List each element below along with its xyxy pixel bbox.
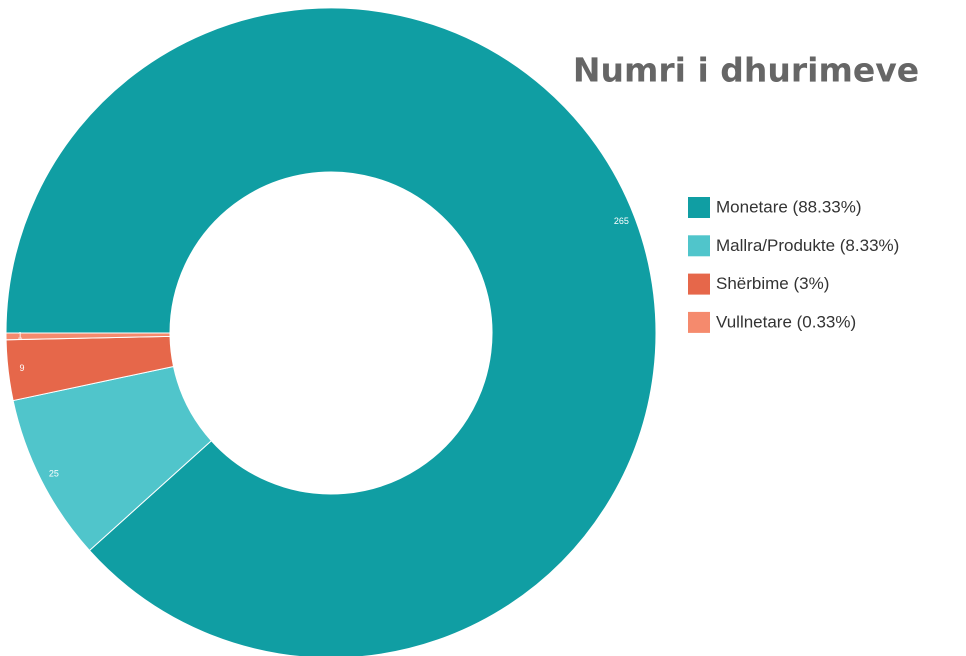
- chart-title: Numri i dhurimeve: [573, 51, 919, 90]
- legend-text: Vullnetare (0.33%): [716, 312, 856, 331]
- legend-text: Shërbime (3%): [716, 274, 829, 293]
- legend-text: Monetare (88.33%): [716, 197, 862, 216]
- legend-swatch: [688, 235, 710, 257]
- value-label: 265: [614, 216, 629, 226]
- legend-text: Mallra/Produkte (8.33%): [716, 236, 899, 255]
- donut-slice: [5, 332, 171, 341]
- legend-swatch: [688, 197, 710, 218]
- donut-slice: [5, 7, 657, 656]
- value-label: 1: [18, 331, 23, 341]
- legend-swatch: [688, 273, 710, 295]
- legend-swatch: [688, 311, 710, 333]
- value-label: 25: [49, 469, 59, 479]
- value-label: 9: [20, 363, 25, 373]
